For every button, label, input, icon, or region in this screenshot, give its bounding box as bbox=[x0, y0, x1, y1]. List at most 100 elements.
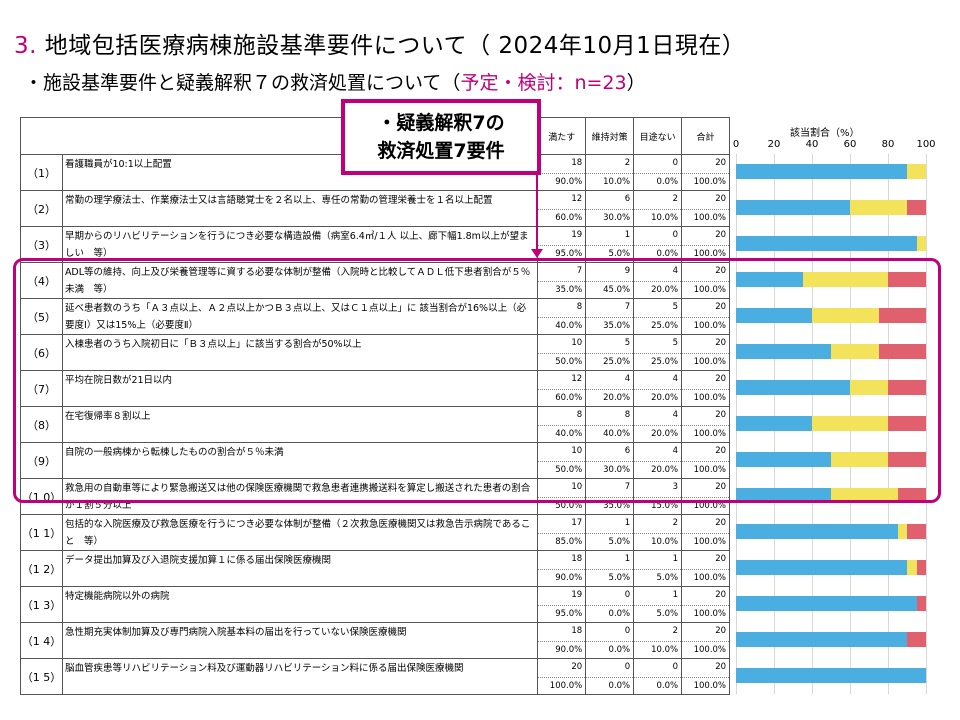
count-value: 12 bbox=[571, 374, 583, 384]
callout-arrow bbox=[536, 175, 538, 251]
cell-satisfy: 10 50.0% bbox=[538, 335, 587, 371]
table-row: （2） 常勤の理学療法士、作業療法士又は言語聴覚士を２名以上、専任の常勤の管理栄養… bbox=[21, 191, 731, 227]
count-value: 20 bbox=[715, 446, 727, 456]
header-no-prospect: 目途ない bbox=[634, 118, 683, 154]
bar-segment bbox=[812, 308, 879, 323]
page-subtitle: ・施設基準要件と疑義解釈７の救済処置について（予定・検討：n=23） bbox=[24, 68, 646, 95]
cell-total: 20 100.0% bbox=[682, 155, 731, 190]
count-value: 20 bbox=[715, 194, 727, 204]
bar-segment bbox=[736, 560, 907, 575]
count-value: 18 bbox=[571, 626, 583, 636]
cell-maintain: 0 0.0% bbox=[586, 623, 635, 659]
count-value: 3 bbox=[672, 482, 679, 492]
percent-value: 100.0% bbox=[682, 640, 730, 659]
cell-total: 20 100.0% bbox=[682, 191, 731, 226]
bar-row bbox=[736, 560, 926, 575]
percent-value: 5.0% bbox=[634, 568, 682, 587]
count-value: 8 bbox=[624, 410, 631, 420]
cell-satisfy: 19 95.0% bbox=[538, 227, 587, 262]
percent-value: 90.0% bbox=[538, 640, 586, 659]
cell-satisfy: 20 100.0% bbox=[538, 659, 587, 694]
requirement-text: 脳血管疾患等リハビリテーション料及び運動器リハビリテーション料に係る届出保険医療… bbox=[63, 659, 539, 694]
count-value: 8 bbox=[576, 302, 583, 312]
percent-value: 100.0% bbox=[682, 352, 730, 371]
table-row: （1 0） 救急用の自動車等により緊急搬送又は他の保険医療機関で救急患者連携搬送料… bbox=[21, 479, 731, 515]
cell-satisfy: 18 90.0% bbox=[538, 155, 587, 190]
count-value: 0 bbox=[672, 230, 679, 240]
cell-satisfy: 8 40.0% bbox=[538, 407, 587, 443]
row-index: （1 5） bbox=[21, 659, 63, 694]
cell-maintain: 7 35.0% bbox=[586, 479, 635, 514]
percent-value: 100.0% bbox=[682, 676, 730, 695]
table-row: （1 1） 包括的な入院医療及び救急医療を行うにつき必要な体制が整備（２次救急医療… bbox=[21, 515, 731, 551]
percent-value: 5.0% bbox=[634, 604, 682, 623]
cell-no-prospect: 4 20.0% bbox=[634, 407, 683, 442]
count-value: 20 bbox=[715, 302, 727, 312]
row-index: （2） bbox=[21, 191, 63, 226]
cell-no-prospect: 2 10.0% bbox=[634, 191, 683, 227]
count-value: 4 bbox=[624, 374, 631, 384]
percent-value: 10.0% bbox=[634, 208, 682, 227]
percent-value: 40.0% bbox=[538, 424, 586, 443]
cell-no-prospect: 1 5.0% bbox=[634, 551, 683, 587]
percent-value: 100.0% bbox=[682, 604, 730, 623]
percent-value: 10.0% bbox=[586, 172, 634, 191]
bar-segment bbox=[916, 560, 926, 575]
count-value: 19 bbox=[571, 590, 583, 600]
count-value: 18 bbox=[571, 554, 583, 564]
count-value: 8 bbox=[576, 410, 583, 420]
bar-segment bbox=[897, 524, 907, 539]
header-satisfy: 満たす bbox=[538, 118, 587, 154]
cell-total: 20 100.0% bbox=[682, 479, 731, 514]
percent-value: 0.0% bbox=[586, 640, 634, 659]
percent-value: 50.0% bbox=[538, 352, 586, 371]
cell-no-prospect: 4 20.0% bbox=[634, 443, 683, 478]
bar-segment bbox=[736, 488, 831, 503]
count-value: 20 bbox=[715, 662, 727, 672]
cell-no-prospect: 5 25.0% bbox=[634, 299, 683, 334]
chart-axis: 0 20 40 60 80 100 bbox=[732, 139, 936, 153]
cell-total: 20 100.0% bbox=[682, 371, 731, 406]
requirement-text: 入棟患者のうち入院初日に「Ｂ３点以上」に該当する割合が50%以上 bbox=[63, 335, 539, 370]
percent-value: 0.0% bbox=[586, 676, 634, 695]
cell-satisfy: 10 50.0% bbox=[538, 479, 587, 514]
row-index: （1 0） bbox=[21, 479, 63, 514]
row-index: （1 2） bbox=[21, 551, 63, 586]
bar-segment bbox=[736, 380, 850, 395]
cell-total: 20 100.0% bbox=[682, 659, 731, 695]
count-value: 4 bbox=[672, 374, 679, 384]
count-value: 18 bbox=[571, 158, 583, 168]
cell-no-prospect: 0 0.0% bbox=[634, 155, 683, 190]
cell-maintain: 9 45.0% bbox=[586, 263, 635, 298]
count-value: 20 bbox=[715, 626, 727, 636]
row-index: （4） bbox=[21, 263, 63, 298]
axis-tick-label: 60 bbox=[843, 139, 857, 150]
count-value: 20 bbox=[715, 518, 727, 528]
count-value: 0 bbox=[672, 158, 679, 168]
cell-satisfy: 19 95.0% bbox=[538, 587, 587, 622]
axis-tick-label: 20 bbox=[767, 139, 781, 150]
bar-segment bbox=[736, 272, 803, 287]
bar-segment bbox=[907, 200, 926, 215]
cell-satisfy: 18 90.0% bbox=[538, 623, 587, 659]
count-value: 7 bbox=[624, 302, 631, 312]
cell-total: 20 100.0% bbox=[682, 335, 731, 371]
bar-segment bbox=[736, 164, 907, 179]
axis-tick-label: 100 bbox=[916, 139, 936, 150]
row-index: （9） bbox=[21, 443, 63, 478]
callout-box: ・疑義解釈7の 救済処置7要件 bbox=[341, 99, 541, 175]
cell-satisfy: 17 85.0% bbox=[538, 515, 587, 550]
percent-value: 10.0% bbox=[634, 640, 682, 659]
count-value: 1 bbox=[624, 230, 631, 240]
count-value: 4 bbox=[672, 410, 679, 420]
cell-satisfy: 18 90.0% bbox=[538, 551, 587, 586]
callout-arrow-head bbox=[531, 249, 543, 258]
count-value: 6 bbox=[624, 194, 631, 204]
percent-value: 100.0% bbox=[682, 244, 730, 263]
percent-value: 5.0% bbox=[586, 244, 634, 263]
axis-tick-label: 0 bbox=[732, 139, 740, 150]
bar-row bbox=[736, 344, 926, 359]
requirement-text: 急性期充実体制加算及び専門病院入院基本料の届出を行っていない保険医療機関 bbox=[63, 623, 539, 658]
count-value: 2 bbox=[672, 626, 679, 636]
count-value: 10 bbox=[571, 482, 583, 492]
